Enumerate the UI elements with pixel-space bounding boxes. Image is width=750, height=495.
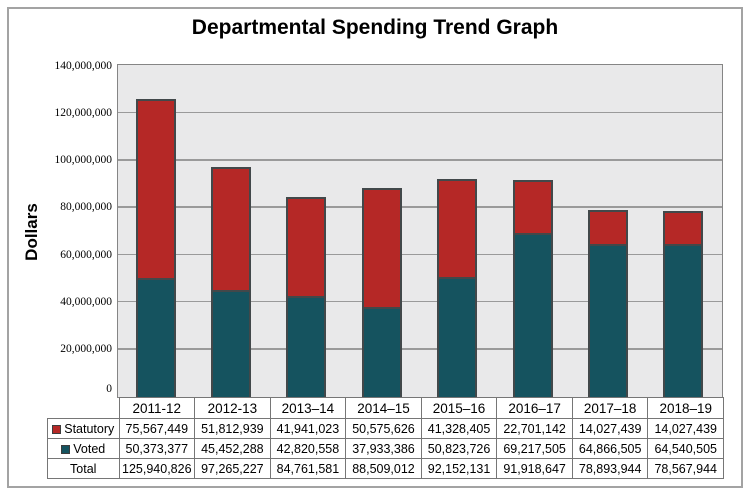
x-axis-category-label: 2013–14 <box>269 397 347 419</box>
y-tick-label: 80,000,000 <box>60 201 112 214</box>
bar-segment-voted <box>587 243 628 397</box>
bar-segment-voted <box>361 307 402 397</box>
plot-area <box>117 64 723 398</box>
table-cell-statutory: 14,027,439 <box>571 418 649 439</box>
bar-segment-voted <box>663 244 704 397</box>
bar-segment-statutory <box>512 179 553 234</box>
table-cell-voted: 69,217,505 <box>496 438 573 459</box>
x-axis-category-label: 2016–17 <box>496 397 573 419</box>
bar-segment-voted <box>286 295 327 397</box>
row-label-total: Total <box>47 458 120 479</box>
gridline <box>118 348 722 350</box>
bar-segment-statutory <box>135 99 176 278</box>
bar-segment-voted <box>512 233 553 397</box>
table-cell-total: 88,509,012 <box>345 458 422 479</box>
x-axis-category-label: 2014–15 <box>345 397 422 419</box>
table-cell-voted: 42,820,558 <box>269 438 347 459</box>
row-label-statutory: Statutory <box>47 418 120 439</box>
table-cell-voted: 45,452,288 <box>194 438 271 459</box>
table-cell-voted: 64,866,505 <box>571 438 649 459</box>
bar-segment-voted <box>211 289 252 397</box>
table-cell-total: 91,918,647 <box>496 458 573 479</box>
y-tick-label: 60,000,000 <box>60 248 112 261</box>
table-cell-voted: 50,373,377 <box>118 438 196 459</box>
bar-segment-statutory <box>587 210 628 244</box>
bar-segment-statutory <box>211 167 252 290</box>
x-axis-category-label: 2011-12 <box>118 397 196 419</box>
table-cell-total: 78,567,944 <box>647 458 724 479</box>
y-tick-label: 120,000,000 <box>54 106 113 119</box>
bar-segment-voted <box>135 277 176 397</box>
table-row-total: Total 125,940,826 97,265,227 84,761,581 88,5… <box>47 458 724 479</box>
bar-segment-statutory <box>663 211 704 245</box>
row-label-voted: Voted <box>47 438 120 459</box>
gridline <box>118 111 722 114</box>
table-cell-statutory: 50,575,626 <box>345 418 422 439</box>
gridline <box>118 253 722 256</box>
bar-segment-statutory <box>437 179 478 277</box>
row-label-text: Total <box>70 461 97 476</box>
table-cell-statutory: 22,701,142 <box>496 418 573 439</box>
row-label-text: Statutory <box>64 421 115 436</box>
bar-segment-statutory <box>286 196 327 296</box>
table-cell-total: 92,152,131 <box>420 458 498 479</box>
legend-swatch-voted <box>61 444 71 454</box>
table-cell-total: 97,265,227 <box>194 458 271 479</box>
x-axis-category-label: 2018–19 <box>647 397 724 419</box>
figure-border <box>7 7 743 488</box>
y-tick-label: 100,000,000 <box>54 154 113 167</box>
gridline <box>118 206 722 208</box>
y-tick-label: 40,000,000 <box>60 295 112 308</box>
table-cell-statutory: 41,328,405 <box>420 418 498 439</box>
row-label-text: Voted <box>73 441 106 456</box>
gridline <box>118 159 722 161</box>
y-tick-label: 0 <box>106 382 112 395</box>
table-cell-voted: 64,540,505 <box>647 438 724 459</box>
table-cell-statutory: 41,941,023 <box>269 418 347 439</box>
table-cell-statutory: 14,027,439 <box>647 418 724 439</box>
x-axis-category-label: 2012-13 <box>194 397 271 419</box>
table-row-statutory: Statutory 75,567,449 51,812,939 41,941,023 5… <box>47 418 724 439</box>
table-cell-voted: 37,933,386 <box>345 438 422 459</box>
table-cell-total: 125,940,826 <box>118 458 196 479</box>
y-axis-title: Dollars <box>22 203 41 261</box>
y-tick-label: 140,000,000 <box>54 59 113 72</box>
table-cell-statutory: 51,812,939 <box>194 418 271 439</box>
x-axis-category-label: 2017–18 <box>571 397 649 419</box>
bar-segment-statutory <box>361 187 402 308</box>
table-corner-spacer <box>48 398 120 419</box>
legend-swatch-statutory <box>52 424 62 434</box>
table-cell-total: 84,761,581 <box>269 458 347 479</box>
data-table: 2011-12 2012-13 2013–14 2014–15 2015–16 2016–… <box>47 397 724 479</box>
table-cell-total: 78,893,944 <box>571 458 649 479</box>
chart-title: Departmental Spending Trend Graph <box>191 16 559 39</box>
bar-segment-voted <box>437 276 478 397</box>
table-row-voted: Voted 50,373,377 45,452,288 42,820,558 37,93… <box>47 438 724 459</box>
table-cell-statutory: 75,567,449 <box>118 418 196 439</box>
table-cell-voted: 50,823,726 <box>420 438 498 459</box>
gridline <box>118 300 722 303</box>
y-tick-label: 20,000,000 <box>60 343 112 356</box>
x-axis-category-label: 2015–16 <box>420 397 498 419</box>
